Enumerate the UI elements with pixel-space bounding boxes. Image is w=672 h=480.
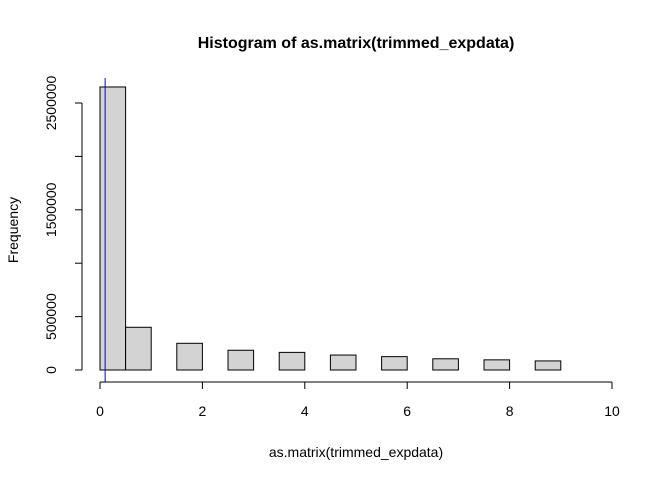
histogram-bar	[381, 356, 408, 371]
bars-group	[99, 86, 562, 371]
histogram-bar	[329, 354, 357, 371]
y-tick-label: 500000	[43, 293, 59, 340]
x-tick-label: 6	[403, 403, 411, 419]
histogram-bar	[278, 351, 306, 371]
chart-title: Histogram of as.matrix(trimmed_expdata)	[198, 35, 515, 52]
x-axis-label: as.matrix(trimmed_expdata)	[269, 444, 443, 460]
histogram-bar	[176, 342, 203, 371]
histogram-bar	[483, 359, 511, 371]
x-tick-label: 4	[301, 403, 309, 419]
histogram-bar	[125, 326, 152, 371]
x-tick-label: 0	[96, 403, 104, 419]
histogram-bar	[99, 86, 127, 371]
histogram-bar	[432, 358, 459, 371]
y-tick-label: 1500000	[43, 182, 59, 237]
x-tick-label: 10	[604, 403, 620, 419]
y-axis-label: Frequency	[5, 197, 21, 263]
x-tick-label: 2	[199, 403, 207, 419]
x-axis: 0 2 4 6 8 10	[96, 381, 620, 419]
y-tick-label: 2500000	[43, 76, 59, 131]
histogram-bar	[227, 349, 255, 371]
x-tick-label: 8	[506, 403, 514, 419]
y-tick-label: 0	[43, 366, 59, 374]
y-axis: 0 500000 1500000 2500000	[43, 76, 83, 374]
histogram-bar	[534, 360, 562, 371]
